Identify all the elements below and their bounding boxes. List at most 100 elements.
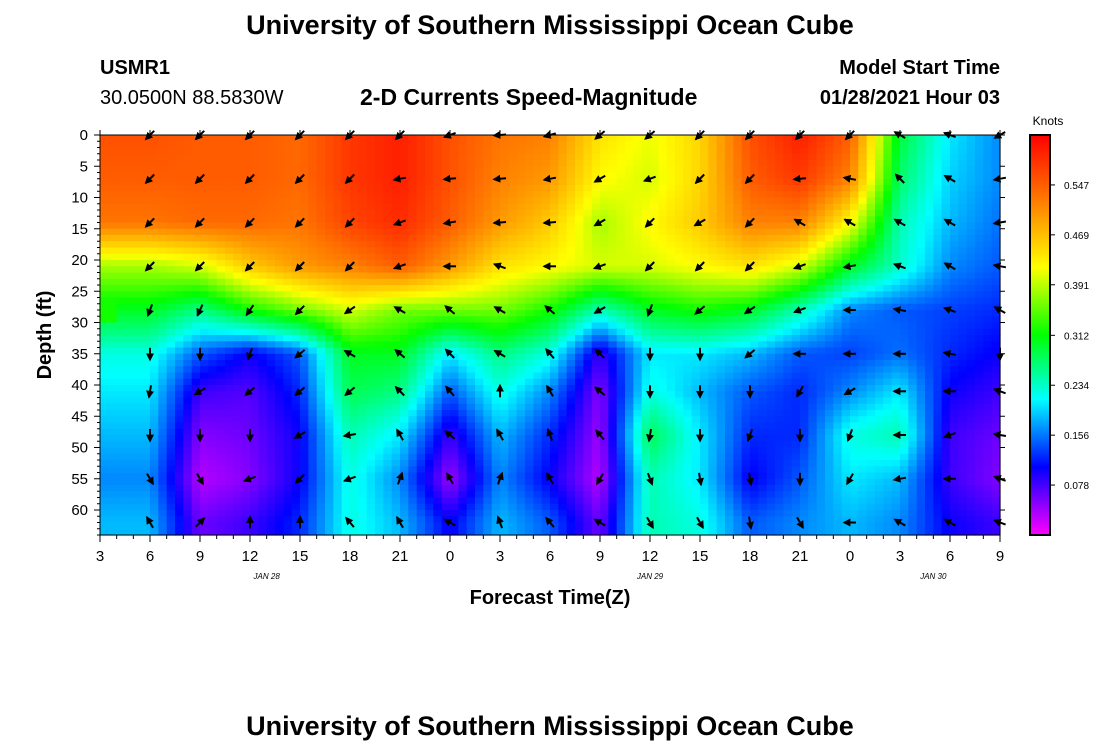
heatmap-cell: [391, 141, 401, 149]
heatmap-cell: [300, 410, 309, 417]
heatmap-cell: [766, 203, 776, 211]
heatmap-cell: [350, 210, 359, 217]
heatmap-cell: [525, 403, 534, 411]
heatmap-cell: [166, 266, 176, 274]
heatmap-cell: [841, 222, 851, 230]
heatmap-cell: [766, 297, 776, 305]
heatmap-cell: [408, 260, 418, 267]
heatmap-cell: [316, 185, 326, 192]
heatmap-cell: [800, 241, 809, 249]
heatmap-cell: [891, 141, 901, 149]
heatmap-cell: [200, 353, 209, 361]
heatmap-cell: [966, 172, 976, 180]
heatmap-cell: [858, 366, 868, 374]
heatmap-cell: [658, 222, 668, 230]
heatmap-cell: [533, 228, 543, 236]
heatmap-cell: [325, 185, 334, 192]
heatmap-cell: [775, 278, 784, 286]
heatmap-cell: [750, 297, 759, 305]
heatmap-cell: [533, 378, 543, 386]
heatmap-cell: [350, 378, 359, 386]
heatmap-cell: [516, 378, 526, 386]
heatmap-cell: [166, 347, 176, 355]
heatmap-cell: [150, 385, 159, 392]
heatmap-cell: [300, 235, 309, 242]
heatmap-cell: [133, 191, 143, 199]
heatmap-cell: [416, 272, 426, 280]
heatmap-cell: [150, 422, 159, 430]
heatmap-cell: [766, 366, 776, 374]
heatmap-cell: [208, 247, 218, 255]
heatmap-cell: [616, 260, 626, 267]
heatmap-cell: [241, 341, 251, 349]
heatmap-cell: [158, 422, 168, 430]
heatmap-cell: [941, 403, 951, 411]
heatmap-cell: [458, 416, 468, 424]
heatmap-cell: [558, 185, 568, 192]
heatmap-cell: [116, 203, 126, 211]
heatmap-cell: [641, 185, 651, 192]
heatmap-cell: [366, 316, 376, 324]
heatmap-cell: [516, 291, 526, 299]
heatmap-cell: [550, 266, 559, 274]
heatmap-cell: [200, 160, 209, 167]
heatmap-cell: [550, 391, 559, 399]
heatmap-cell: [733, 228, 743, 236]
heatmap-cell: [750, 328, 759, 336]
heatmap-cell: [683, 310, 693, 317]
heatmap-cell: [533, 353, 543, 361]
heatmap-cell: [183, 235, 193, 242]
heatmap-cell: [408, 335, 418, 342]
heatmap-cell: [550, 197, 559, 205]
heatmap-cell: [125, 297, 134, 305]
heatmap-cell: [983, 366, 993, 374]
heatmap-cell: [883, 272, 893, 280]
heatmap-cell: [550, 166, 559, 174]
heatmap-cell: [675, 185, 684, 192]
heatmap-cell: [883, 410, 893, 417]
heatmap-cell: [275, 322, 284, 330]
heatmap-cell: [633, 135, 643, 142]
heatmap-cell: [800, 153, 809, 161]
heatmap-cell: [616, 410, 626, 417]
heatmap-cell: [475, 291, 484, 299]
heatmap-cell: [566, 210, 576, 217]
heatmap-cell: [183, 191, 193, 199]
heatmap-cell: [591, 278, 601, 286]
heatmap-cell: [383, 216, 393, 224]
heatmap-cell: [341, 416, 351, 424]
heatmap-cell: [250, 328, 259, 336]
heatmap-cell: [225, 216, 234, 224]
heatmap-cell: [200, 147, 209, 155]
heatmap-cell: [383, 191, 393, 199]
heatmap-cell: [816, 160, 826, 167]
heatmap-cell: [266, 278, 276, 286]
heatmap-cell: [225, 316, 234, 324]
heatmap-cell: [383, 297, 393, 305]
heatmap-cell: [108, 410, 118, 417]
heatmap-cell: [991, 397, 1001, 405]
heatmap-cell: [800, 360, 809, 367]
heatmap-cell: [783, 141, 793, 149]
heatmap-cell: [641, 253, 651, 261]
heatmap-cell: [975, 378, 984, 386]
heatmap-cell: [850, 203, 859, 211]
heatmap-cell: [475, 153, 484, 161]
heatmap-cell: [275, 378, 284, 386]
heatmap-cell: [425, 322, 434, 330]
heatmap-cell: [333, 253, 343, 261]
heatmap-cell: [166, 335, 176, 342]
heatmap-cell: [233, 316, 243, 324]
heatmap-cell: [500, 341, 509, 349]
heatmap-cell: [625, 366, 634, 374]
heatmap-cell: [900, 153, 909, 161]
heatmap-cell: [416, 253, 426, 261]
heatmap-cell: [425, 203, 434, 211]
heatmap-cell: [158, 266, 168, 274]
heatmap-cell: [816, 403, 826, 411]
heatmap-cell: [191, 166, 201, 174]
heatmap-cell: [608, 335, 618, 342]
heatmap-cell: [608, 160, 618, 167]
heatmap-cell: [191, 303, 201, 311]
heatmap-cell: [791, 285, 801, 292]
